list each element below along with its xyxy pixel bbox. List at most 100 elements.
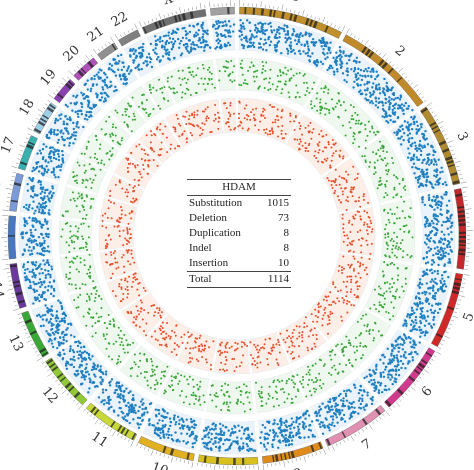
variant-point [359, 215, 362, 218]
variant-point [97, 396, 101, 399]
tick-mark [69, 396, 73, 399]
variant-point [419, 153, 423, 157]
tick-mark [106, 426, 109, 430]
variant-point [191, 432, 195, 435]
variant-point [188, 403, 191, 406]
variant-point [191, 378, 194, 381]
variant-point [443, 247, 446, 250]
variant-point [402, 353, 406, 357]
variant-point [421, 201, 424, 204]
cytoband-stripe [274, 454, 279, 462]
cytoband-stripe [120, 427, 126, 435]
variant-point [415, 128, 418, 131]
variant-point [53, 128, 56, 132]
variant-point [26, 222, 29, 225]
variant-point [154, 330, 157, 333]
variant-point [390, 344, 394, 348]
cytoband-stripe [33, 128, 42, 134]
variant-point [30, 252, 34, 256]
variant-point [387, 235, 390, 238]
variant-point [165, 416, 168, 419]
variant-point [29, 280, 32, 284]
variant-point [150, 304, 153, 307]
variant-point [144, 289, 147, 292]
variant-point [296, 425, 300, 428]
variant-point [386, 247, 389, 250]
variant-point [123, 271, 126, 274]
variant-point [92, 367, 96, 371]
variant-point [266, 420, 269, 423]
variant-point [302, 386, 305, 389]
variant-point [88, 163, 91, 166]
tick-mark [439, 126, 443, 129]
variant-point [244, 427, 248, 430]
variant-point [260, 404, 263, 407]
variant-point [344, 109, 347, 112]
variant-point [40, 225, 43, 228]
variant-point [307, 383, 310, 386]
variant-point [283, 29, 286, 33]
variant-point [142, 287, 145, 290]
variant-point [65, 241, 68, 244]
variant-point [350, 288, 353, 291]
variant-point [49, 273, 52, 277]
variant-point [23, 224, 27, 228]
variant-point [64, 210, 67, 213]
variant-point [410, 156, 413, 160]
variant-point [366, 391, 369, 394]
variant-point [74, 225, 77, 228]
variant-point [416, 124, 419, 128]
variant-point [383, 77, 386, 81]
tick-mark [421, 96, 424, 99]
variant-point [301, 34, 304, 37]
variant-point [118, 285, 121, 288]
variant-point [86, 272, 89, 275]
variant-point [133, 361, 136, 364]
variant-point [261, 48, 265, 51]
variant-point [109, 150, 112, 153]
variant-point [87, 110, 91, 114]
variant-point [291, 350, 294, 353]
variant-point [67, 277, 70, 280]
variant-point [332, 180, 335, 183]
variant-point [32, 186, 35, 190]
variant-point [415, 146, 418, 150]
variant-point [436, 303, 440, 306]
cytoband-stripe [24, 318, 33, 324]
variant-point [394, 339, 397, 343]
variant-point [89, 156, 92, 159]
variant-point [394, 290, 397, 293]
variant-point [208, 346, 211, 349]
variant-point [136, 278, 139, 281]
variant-point [134, 411, 137, 415]
variant-point [151, 364, 154, 367]
variant-point [439, 201, 443, 204]
variant-point [87, 101, 91, 104]
tick-mark [398, 399, 402, 402]
variant-point [222, 442, 225, 446]
variant-point [439, 171, 442, 174]
variant-point [21, 231, 24, 234]
variant-point [80, 102, 84, 106]
variant-point [186, 424, 189, 428]
variant-point [432, 253, 435, 257]
variant-point [82, 315, 85, 318]
variant-point [401, 348, 404, 351]
variant-point [174, 420, 178, 424]
variant-point [136, 309, 139, 312]
tick-mark [447, 327, 451, 330]
variant-point [263, 128, 266, 131]
variant-point [40, 295, 44, 299]
variant-point [59, 117, 62, 120]
variant-point [267, 36, 270, 39]
variant-point [69, 277, 72, 280]
variant-point [127, 401, 130, 405]
variant-point [72, 365, 76, 369]
variant-point [317, 411, 320, 414]
variant-point [297, 390, 300, 393]
variant-point [137, 184, 140, 187]
cytoband-stripe [77, 69, 85, 77]
variant-point [241, 44, 245, 47]
variant-point [413, 116, 416, 119]
variant-point [306, 346, 309, 349]
